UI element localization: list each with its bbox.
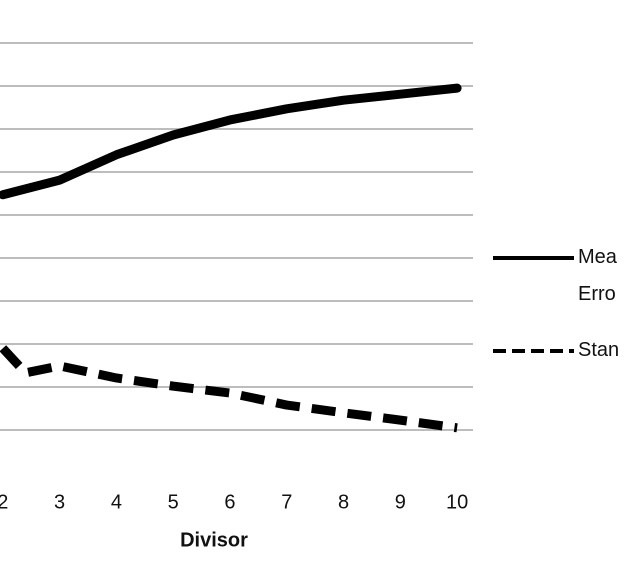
- x-tick-label: 9: [395, 491, 406, 513]
- x-tick-label: 8: [338, 491, 349, 513]
- x-tick-label: 7: [281, 491, 292, 513]
- x-tick-label: 2: [0, 491, 8, 513]
- x-tick-label: 10: [446, 491, 468, 513]
- series-line: [0, 83, 462, 200]
- legend-label: Mea Erro: [578, 246, 617, 305]
- x-tick-label: 5: [168, 491, 179, 513]
- x-tick-label: 3: [54, 491, 65, 513]
- x-axis-title: Divisor: [180, 529, 248, 551]
- series-line: [0, 345, 458, 433]
- legend-label: Stan: [578, 339, 620, 361]
- x-tick-label: 4: [111, 491, 122, 513]
- x-tick-label: 6: [224, 491, 235, 513]
